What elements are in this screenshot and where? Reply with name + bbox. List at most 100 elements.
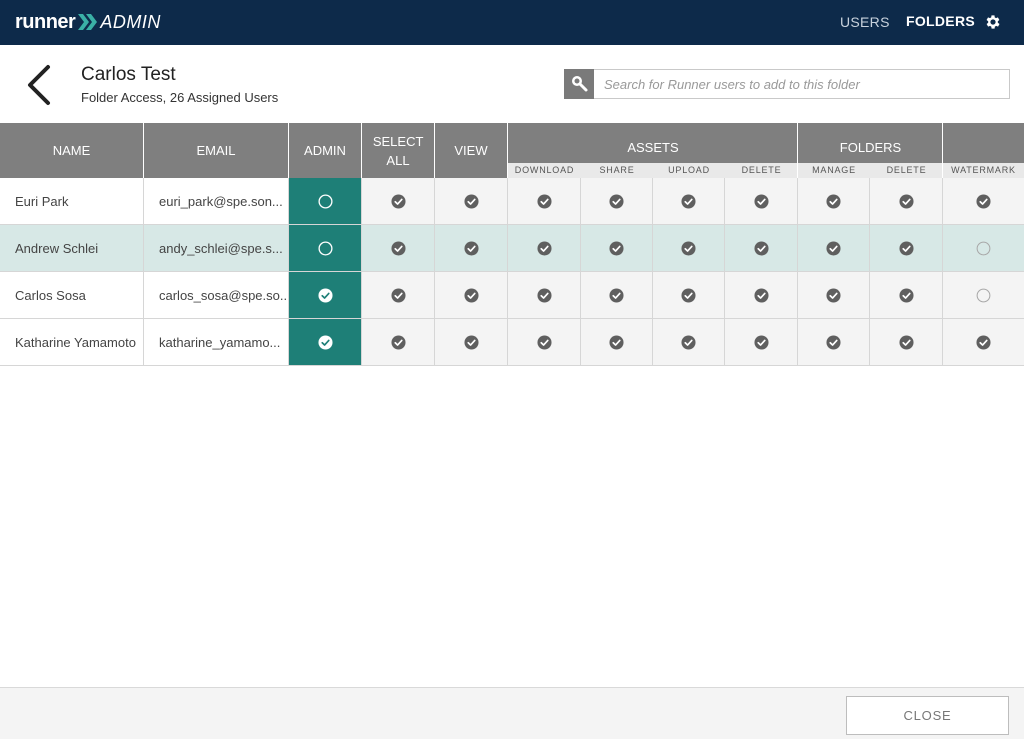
user-search [564,69,1010,99]
user-name-cell: Carlos Sosa [0,272,144,318]
checked-circle-icon [898,240,914,256]
close-button[interactable]: CLOSE [846,696,1009,735]
admin-toggle[interactable] [289,225,362,271]
checked-circle-icon [753,193,769,209]
admin-toggle[interactable] [289,272,362,318]
checked-circle-icon [609,240,624,256]
logo-admin-text: ADMIN [100,11,161,32]
checked-circle-icon [536,287,552,303]
download-toggle[interactable] [508,272,581,318]
user-email-cell: katharine_yamamo... [144,319,289,365]
watermark-toggle[interactable] [943,225,1024,271]
user-name-cell: Andrew Schlei [0,225,144,271]
column-header-view: VIEW [435,123,508,178]
table-row[interactable]: Andrew Schlei andy_schlei@spe.s... [0,225,1024,272]
checked-circle-icon [390,287,406,303]
folder-delete-toggle[interactable] [870,319,943,365]
checked-circle-icon [753,240,769,256]
manage-toggle[interactable] [798,225,870,271]
folder-title: Carlos Test [81,64,176,85]
watermark-toggle[interactable] [943,178,1024,224]
checked-circle-icon [536,240,552,256]
checked-circle-icon [826,334,841,350]
checked-circle-icon [753,287,769,303]
runner-admin-logo[interactable]: runner ADMIN [15,10,161,34]
download-toggle[interactable] [508,178,581,224]
checked-circle-icon [536,334,552,350]
select-all-toggle[interactable] [362,178,435,224]
upload-toggle[interactable] [653,178,725,224]
upload-toggle[interactable] [653,319,725,365]
checked-circle-icon [681,240,696,256]
download-toggle[interactable] [508,319,581,365]
nav-folders-link[interactable]: FOLDERS [906,13,975,29]
manage-toggle[interactable] [798,272,870,318]
column-header-admin: ADMIN [289,123,362,178]
assets-group-label: ASSETS [627,140,679,155]
manage-toggle[interactable] [798,319,870,365]
checked-circle-icon [463,334,479,350]
view-toggle[interactable] [435,319,508,365]
upload-toggle[interactable] [653,225,725,271]
folder-delete-toggle[interactable] [870,225,943,271]
top-bar: runner ADMIN USERS FOLDERS [0,0,1024,45]
share-toggle[interactable] [581,272,653,318]
column-header-name[interactable]: NAME [0,123,144,178]
asset-delete-toggle[interactable] [725,178,798,224]
asset-delete-toggle[interactable] [725,272,798,318]
asset-delete-toggle[interactable] [725,319,798,365]
select-all-toggle[interactable] [362,225,435,271]
select-all-toggle[interactable] [362,272,435,318]
table-header: NAME EMAIL ADMIN SELECT ALL VIEW ASSETS … [0,123,1024,178]
table-row[interactable]: Euri Park euri_park@spe.son... [0,178,1024,225]
table-row[interactable]: Katharine Yamamoto katharine_yamamo... [0,319,1024,366]
checked-circle-icon [826,240,841,256]
view-toggle[interactable] [435,225,508,271]
select-all-toggle[interactable] [362,319,435,365]
subheader-share: SHARE [599,165,635,175]
checked-circle-icon [463,193,479,209]
subheader-manage: MANAGE [812,165,856,175]
checked-circle-icon [390,193,406,209]
manage-toggle[interactable] [798,178,870,224]
unchecked-circle-icon [317,240,333,256]
checked-circle-icon [317,287,333,303]
share-toggle[interactable] [581,178,653,224]
folder-delete-toggle[interactable] [870,272,943,318]
checked-circle-icon [681,287,696,303]
checked-circle-icon [898,287,914,303]
view-toggle[interactable] [435,178,508,224]
user-name-cell: Katharine Yamamoto [0,319,144,365]
download-toggle[interactable] [508,225,581,271]
share-toggle[interactable] [581,225,653,271]
admin-toggle[interactable] [289,319,362,365]
subheader-watermark: WATERMARK [951,165,1016,175]
folder-delete-toggle[interactable] [870,178,943,224]
watermark-subheader-bar [943,163,1024,178]
checked-circle-icon [898,193,914,209]
table-row[interactable]: Carlos Sosa carlos_sosa@spe.so... [0,272,1024,319]
search-button[interactable] [564,69,594,99]
checked-circle-icon [390,240,406,256]
checked-circle-icon [976,193,991,209]
checked-circle-icon [463,240,479,256]
back-arrow-icon[interactable] [24,64,54,106]
watermark-toggle[interactable] [943,319,1024,365]
watermark-toggle[interactable] [943,272,1024,318]
view-toggle[interactable] [435,272,508,318]
subheader-download: DOWNLOAD [514,165,575,175]
admin-toggle[interactable] [289,178,362,224]
column-header-email[interactable]: EMAIL [144,123,289,178]
nav-users-link[interactable]: USERS [840,14,890,30]
subheader-upload: UPLOAD [668,165,710,175]
gear-icon[interactable] [984,13,1002,31]
upload-toggle[interactable] [653,272,725,318]
checked-circle-icon [536,193,552,209]
logo-chevrons-icon [78,14,98,30]
unchecked-circle-icon [976,241,991,255]
asset-delete-toggle[interactable] [725,225,798,271]
checked-circle-icon [609,287,624,303]
share-toggle[interactable] [581,319,653,365]
checked-circle-icon [609,334,624,350]
search-input[interactable] [594,69,1010,99]
